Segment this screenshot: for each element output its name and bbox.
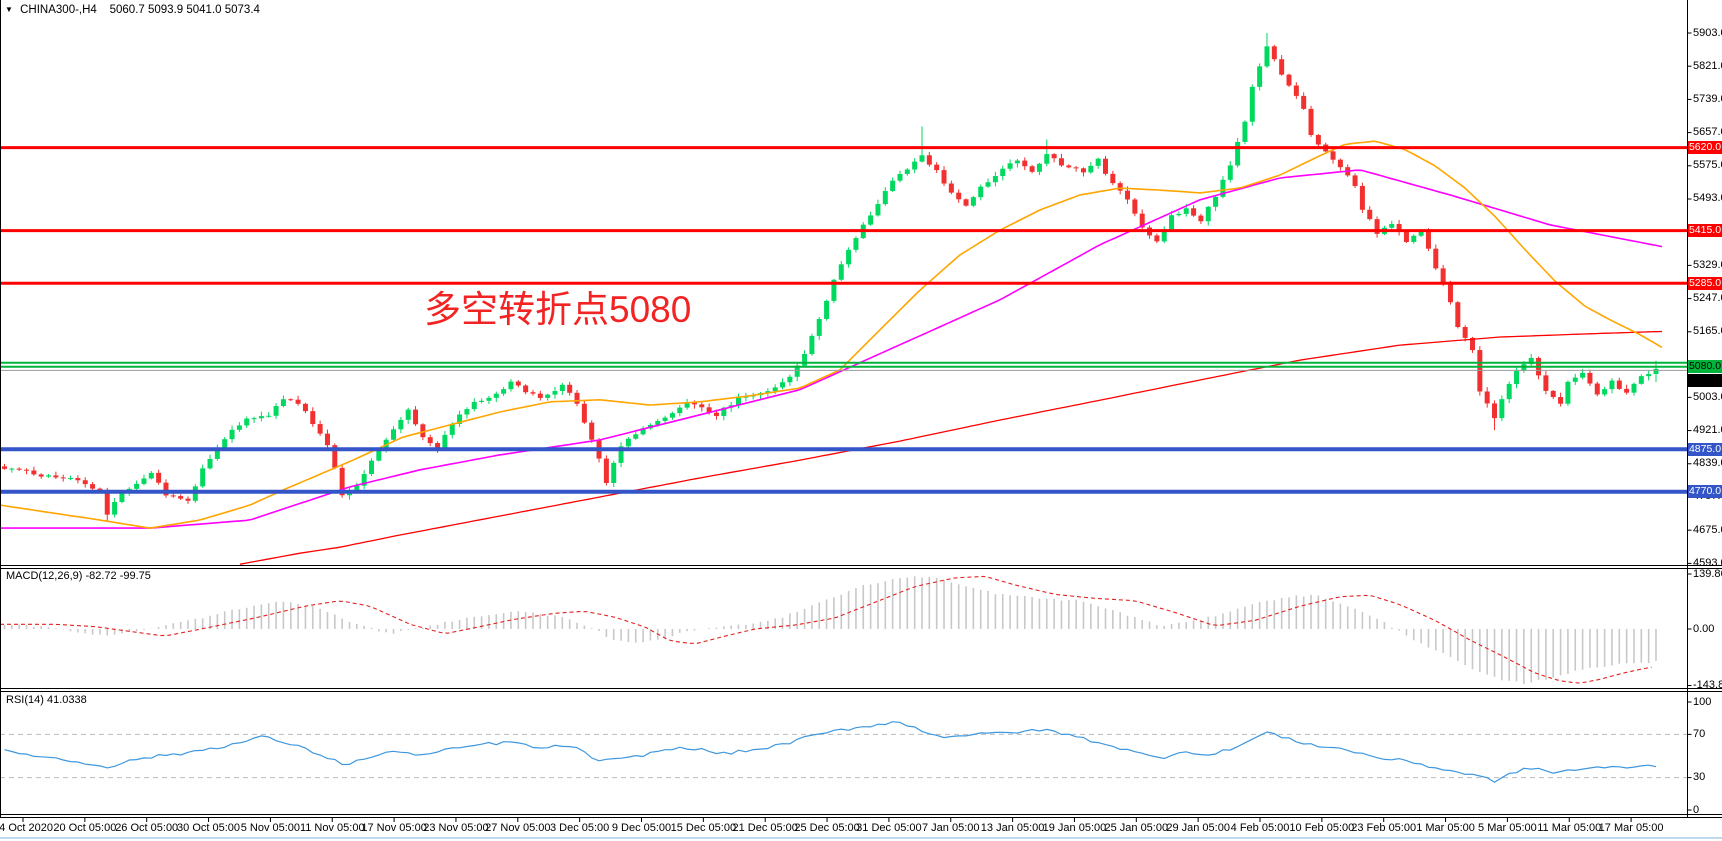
price-tick-label: 5329.0 — [1693, 258, 1722, 271]
price-tick-label: 5493.0 — [1693, 192, 1722, 205]
price-tick-label: 5003.0 — [1693, 390, 1722, 403]
time-axis-label: 27 Nov 05:00 — [485, 822, 551, 834]
ohlc-values: 5060.7 5093.9 5041.0 5073.4 — [109, 4, 260, 16]
price-level-badge: 4875.0 — [1688, 442, 1722, 456]
indicator-tick-label: 0.00 — [1693, 622, 1715, 635]
time-axis-label: 4 Feb 05:00 — [1230, 822, 1290, 834]
symbol-label: CHINA300-,H4 — [20, 4, 97, 16]
chart-annotation-text[interactable]: 多空转折点5080 — [424, 289, 692, 330]
time-axis-label: 10 Feb 05:00 — [1289, 822, 1355, 834]
price-level-badge: 5080.0 — [1688, 359, 1722, 373]
time-axis-label: 7 Jan 05:00 — [922, 822, 980, 834]
price-tick-label: 5575.0 — [1693, 159, 1722, 172]
symbol-info-bar: ▼ CHINA300-,H4 5060.7 5093.9 5041.0 5073… — [5, 4, 260, 16]
price-tick-label: 5657.0 — [1693, 126, 1722, 139]
price-tick-label: 4593.0 — [1693, 556, 1722, 569]
indicator-tick-label: 0 — [1693, 803, 1700, 816]
time-axis-label: 19 Jan 05:00 — [1042, 822, 1107, 834]
price-tick-label: 4921.0 — [1693, 424, 1722, 437]
time-axis-label: 25 Dec 05:00 — [794, 822, 860, 834]
time-axis-label: 1 Mar 05:00 — [1416, 822, 1475, 834]
price-level-badge: 5415.0 — [1688, 224, 1722, 238]
time-axis-label: 21 Dec 05:00 — [732, 822, 798, 834]
time-axis-label: 23 Feb 05:00 — [1351, 822, 1417, 834]
indicator-tick-label: -143.82 — [1693, 679, 1722, 692]
time-axis-label: 25 Jan 05:00 — [1104, 822, 1169, 834]
price-tick-label: 5903.0 — [1693, 26, 1722, 39]
price-level-badge: 5620.0 — [1688, 141, 1722, 155]
current-price-badge: 5073.4 — [1688, 374, 1722, 388]
window-bottom-separator — [0, 837, 1722, 839]
time-axis-label: 11 Mar 05:00 — [1537, 822, 1602, 834]
indicator-tick-label: 70 — [1693, 727, 1706, 740]
time-axis-label: 14 Oct 2020 — [0, 822, 53, 834]
time-axis-label: 23 Nov 05:00 — [423, 822, 489, 834]
time-axis-label: 17 Nov 05:00 — [361, 822, 427, 834]
price-level-badge: 5285.0 — [1688, 276, 1722, 290]
time-axis-label: 30 Oct 05:00 — [177, 822, 241, 834]
rsi-indicator-label: RSI(14) 41.0338 — [6, 694, 87, 706]
price-tick-label: 5821.0 — [1693, 59, 1722, 72]
time-axis-label: 31 Dec 05:00 — [856, 822, 922, 834]
indicator-tick-label: 100 — [1693, 695, 1712, 708]
price-level-badge: 4770.0 — [1688, 485, 1722, 499]
time-axis-label: 3 Dec 05:00 — [549, 822, 610, 834]
indicator-tick-label: 139.86 — [1693, 567, 1722, 580]
time-axis-label: 17 Mar 05:00 — [1598, 822, 1664, 834]
macd-indicator-label: MACD(12,26,9) -82.72 -99.75 — [6, 570, 151, 582]
time-axis-label: 26 Oct 05:00 — [115, 822, 179, 834]
time-axis-label: 11 Nov 05:00 — [299, 822, 365, 834]
symbol-dropdown-icon[interactable]: ▼ — [5, 5, 13, 14]
time-axis-label: 20 Oct 05:00 — [53, 822, 117, 834]
price-tick-label: 4839.0 — [1693, 457, 1722, 470]
time-axis-label: 5 Mar 05:00 — [1478, 822, 1537, 834]
time-axis-label: 9 Dec 05:00 — [611, 822, 672, 834]
price-tick-label: 5247.0 — [1693, 292, 1722, 305]
time-axis-label: 15 Dec 05:00 — [670, 822, 737, 834]
time-axis-label: 13 Jan 05:00 — [980, 822, 1045, 834]
price-tick-label: 4675.0 — [1693, 523, 1722, 536]
time-axis-label: 5 Nov 05:00 — [240, 822, 301, 834]
price-tick-label: 5739.0 — [1693, 92, 1722, 105]
time-axis-label: 29 Jan 05:00 — [1166, 822, 1230, 834]
indicator-tick-label: 30 — [1693, 771, 1706, 784]
price-tick-label: 5165.0 — [1693, 325, 1722, 338]
